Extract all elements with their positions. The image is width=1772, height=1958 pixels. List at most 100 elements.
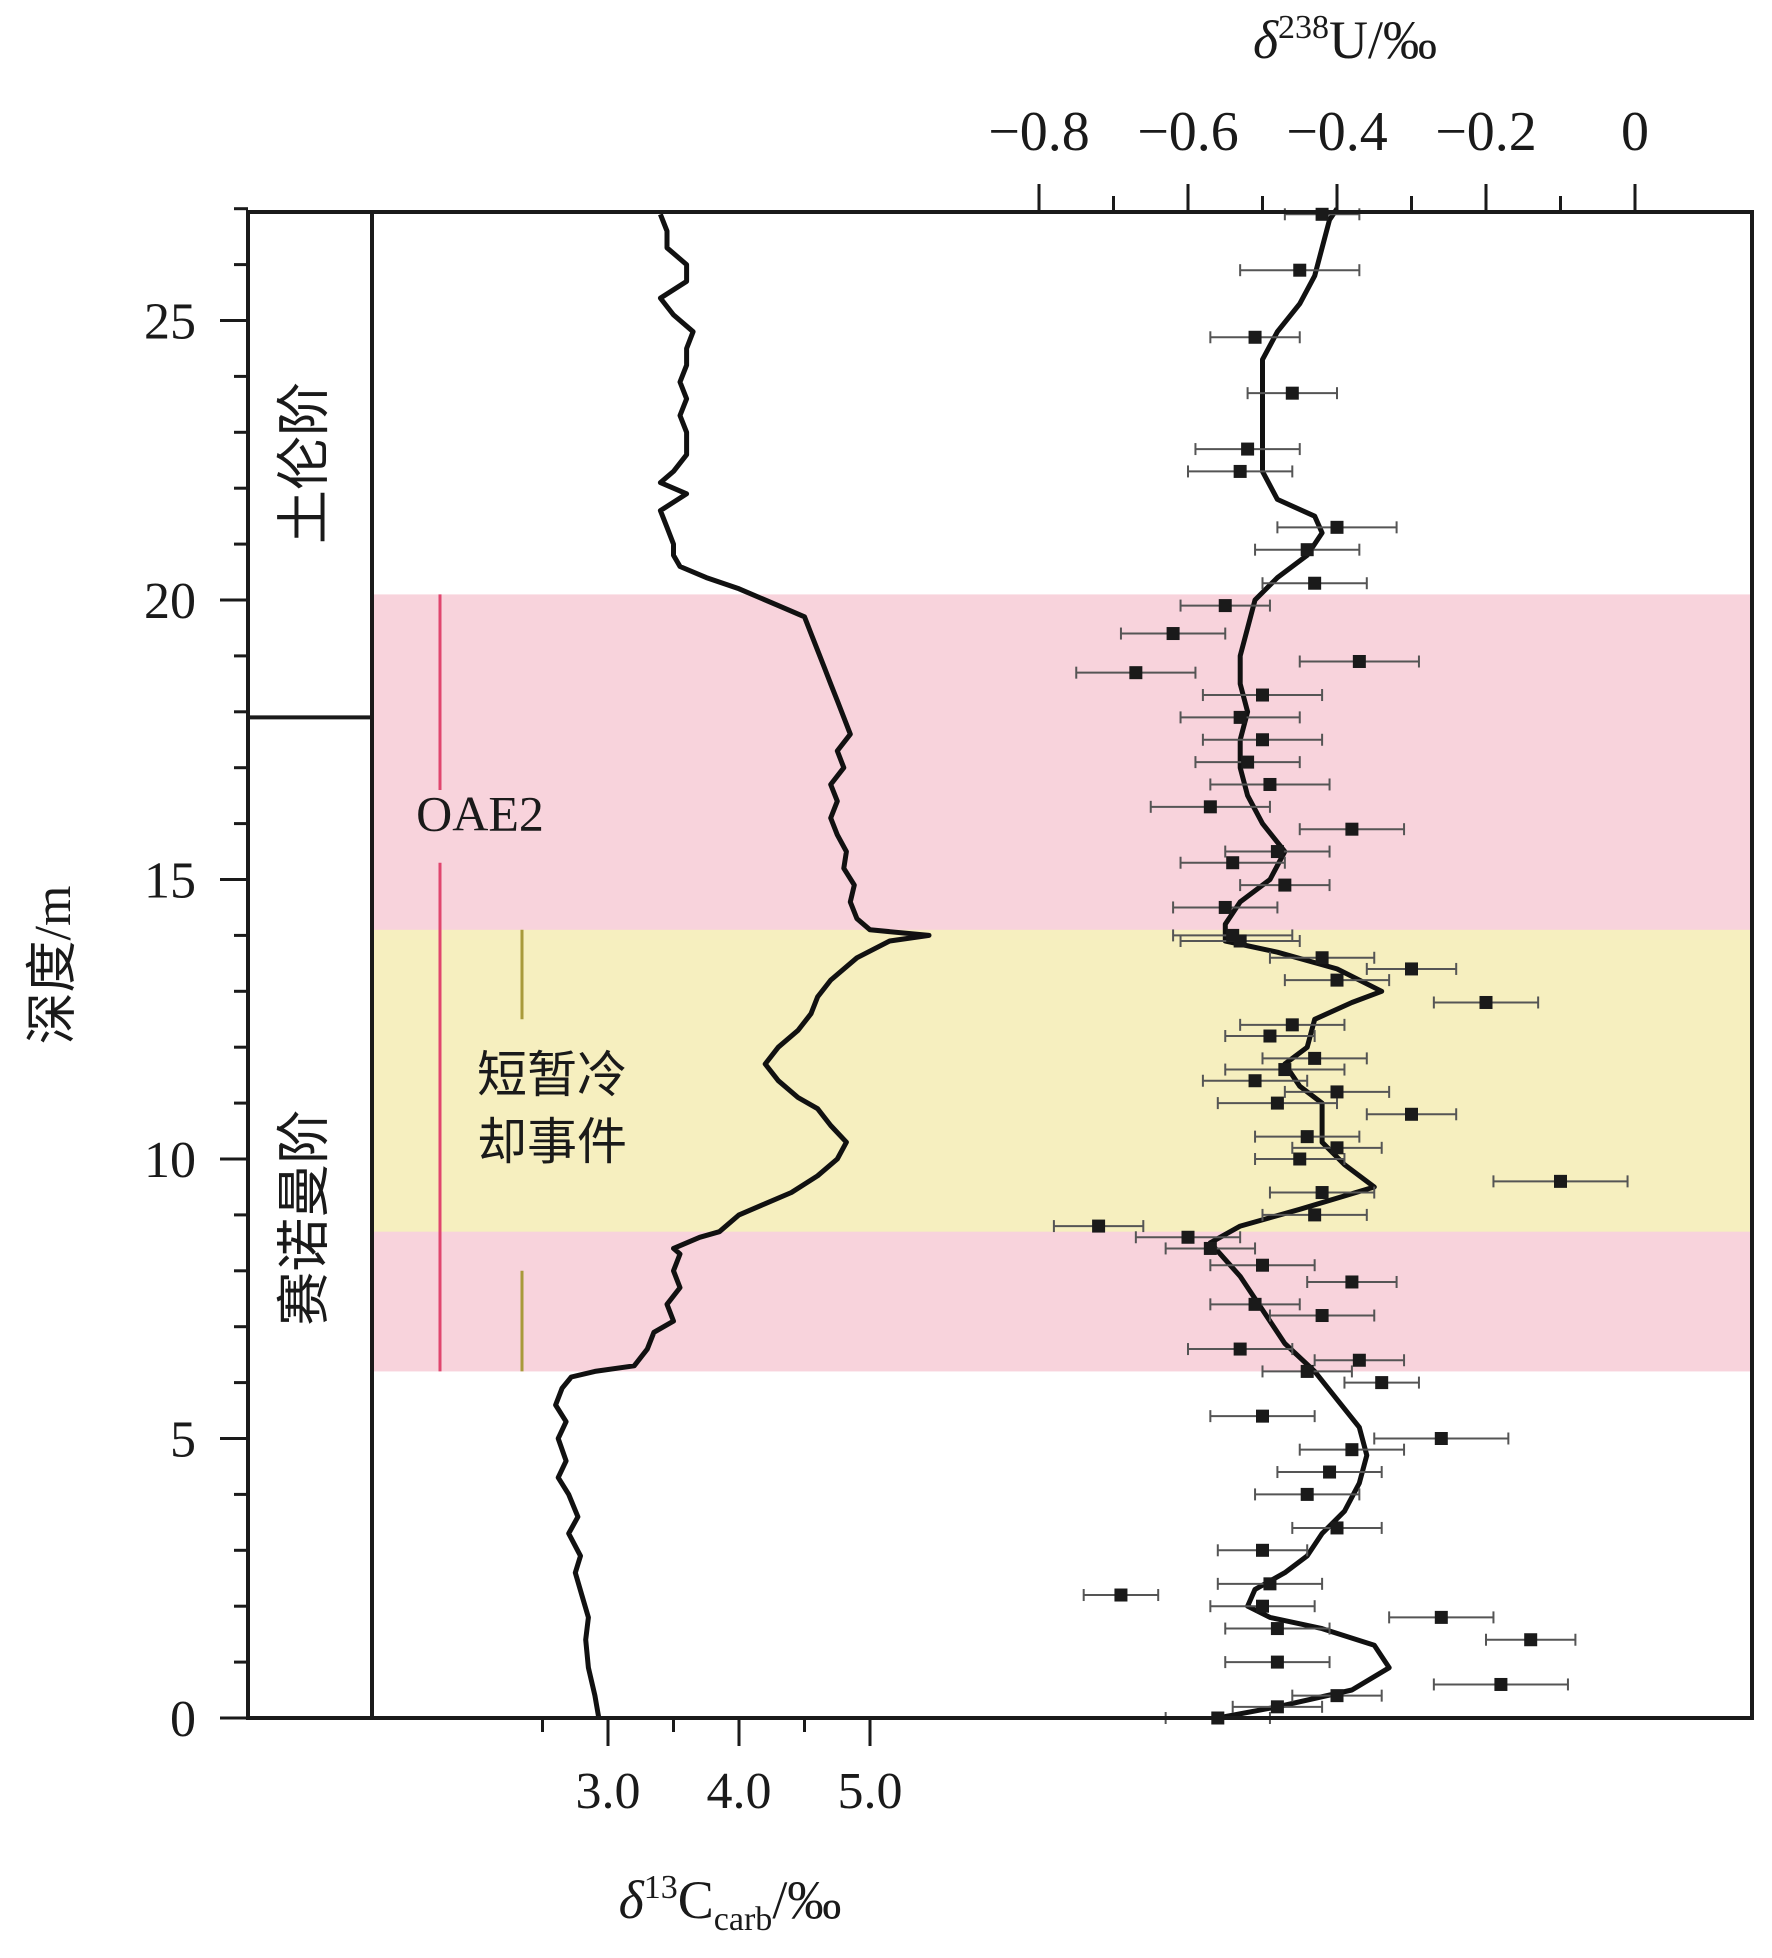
sample-point-42 [1315, 1186, 1329, 1200]
plot-frame [246, 210, 1754, 1720]
sample-point-34 [1248, 1074, 1262, 1088]
sample-point-52 [1352, 1353, 1366, 1367]
sample-point-21 [1226, 856, 1240, 870]
sample-point-27 [1405, 962, 1418, 976]
sample-point-13 [1256, 688, 1269, 702]
sample-point-15 [1256, 733, 1269, 747]
sample-point-47 [1256, 1258, 1269, 1272]
depth-tick-label-25: 25 [144, 294, 196, 351]
sample-point-61 [1256, 1543, 1269, 1557]
sample-point-29 [1479, 995, 1493, 1009]
sample-point-64 [1256, 1599, 1269, 1613]
sample-point-12 [1129, 666, 1143, 680]
stage-label-1: 赛诺曼阶 [274, 1110, 334, 1326]
event-bands [372, 594, 1752, 1372]
sample-point-37 [1405, 1107, 1418, 1121]
depth-axis-label: 深度/m [25, 886, 82, 1045]
sample-point-56 [1434, 1432, 1448, 1445]
u-axis-label: δ238U/‰ [1253, 9, 1437, 70]
curves [553, 207, 1392, 1721]
frame [246, 210, 1754, 1720]
sample-point-9 [1218, 599, 1232, 613]
sample-point-26 [1315, 951, 1329, 965]
sample-point-22 [1278, 878, 1292, 892]
u-tick-label-0: −0.8 [988, 101, 1090, 163]
c-tick-label-1: 4.0 [707, 1763, 772, 1820]
sample-point-14 [1233, 710, 1247, 724]
sample-point-38 [1300, 1130, 1314, 1144]
sample-point-44 [1092, 1219, 1106, 1233]
sample-point-43 [1308, 1208, 1322, 1222]
sample-point-8 [1308, 576, 1322, 590]
sample-point-1 [1293, 263, 1307, 277]
sample-point-39 [1330, 1141, 1344, 1155]
c-tick-label-2: 5.0 [838, 1763, 903, 1820]
sample-point-17 [1263, 777, 1277, 791]
sample-point-4 [1241, 442, 1255, 456]
sample-point-28 [1330, 973, 1344, 987]
sample-point-55 [1256, 1409, 1269, 1423]
depth-tick-label-10: 10 [144, 1132, 196, 1189]
sample-point-65 [1434, 1610, 1448, 1624]
depth-tick-label-0: 0 [170, 1691, 196, 1748]
sample-point-60 [1330, 1521, 1344, 1535]
sample-point-0 [1315, 207, 1329, 221]
sample-point-67 [1524, 1633, 1538, 1647]
u-tick-label-2: −0.4 [1286, 101, 1388, 163]
sample-point-46 [1203, 1241, 1217, 1255]
sample-point-41 [1554, 1174, 1567, 1188]
d13c-curve [553, 213, 932, 1719]
c-axis-label: δ13Ccarb/‰ [619, 1869, 842, 1938]
u-tick-label-3: −0.2 [1435, 101, 1537, 163]
sample-point-6 [1330, 520, 1344, 534]
sample-point-33 [1278, 1063, 1292, 1077]
u-tick-label-1: −0.6 [1137, 101, 1239, 163]
sample-point-70 [1330, 1689, 1344, 1703]
sample-point-23 [1218, 900, 1232, 914]
sample-point-36 [1270, 1096, 1284, 1110]
axes: 0 5 10 15 20 25 深度/m −0.8 −0.6 −0.4 −0.2 0 δ238U/‰ 3.… [25, 9, 1649, 1938]
sample-point-49 [1248, 1297, 1262, 1311]
sample-point-63 [1114, 1588, 1128, 1602]
oae2-label: OAE2 [416, 785, 544, 841]
depth-tick-label-5: 5 [170, 1412, 196, 1469]
sample-point-10 [1166, 627, 1180, 641]
depth-tick-label-15: 15 [144, 853, 196, 910]
sample-point-71 [1270, 1700, 1284, 1714]
sample-point-31 [1263, 1029, 1277, 1043]
sample-point-5 [1233, 464, 1247, 478]
sample-point-35 [1330, 1085, 1344, 1099]
sample-point-18 [1203, 800, 1217, 814]
markers [1092, 207, 1567, 1725]
sample-point-45 [1181, 1230, 1195, 1244]
cooling-label-line1: 短暂冷 [477, 1047, 627, 1103]
sample-point-3 [1285, 386, 1299, 400]
sample-point-53 [1300, 1364, 1314, 1378]
sample-point-69 [1494, 1677, 1508, 1691]
sample-point-30 [1285, 1018, 1299, 1032]
sample-point-48 [1345, 1275, 1359, 1289]
u-tick-label-4: 0 [1621, 101, 1649, 163]
sample-point-7 [1300, 543, 1314, 557]
sample-point-66 [1270, 1622, 1284, 1636]
c-tick-label-0: 3.0 [576, 1763, 641, 1820]
sample-point-19 [1345, 822, 1359, 836]
cooling-label-line2: 却事件 [477, 1114, 627, 1170]
sample-point-54 [1375, 1376, 1389, 1390]
d238u-smoothed-curve [1207, 207, 1392, 1721]
sample-point-58 [1323, 1465, 1337, 1479]
sample-point-57 [1345, 1443, 1359, 1457]
sample-point-50 [1315, 1309, 1329, 1323]
sample-point-11 [1352, 654, 1366, 668]
sample-point-32 [1308, 1051, 1322, 1065]
sample-point-16 [1241, 755, 1255, 769]
sample-point-20 [1270, 845, 1284, 859]
depth-tick-label-20: 20 [144, 573, 196, 630]
sample-point-25 [1233, 934, 1247, 948]
stage-label-0: 土伦阶 [274, 382, 334, 544]
sample-point-68 [1270, 1655, 1284, 1669]
sample-point-40 [1293, 1152, 1307, 1166]
